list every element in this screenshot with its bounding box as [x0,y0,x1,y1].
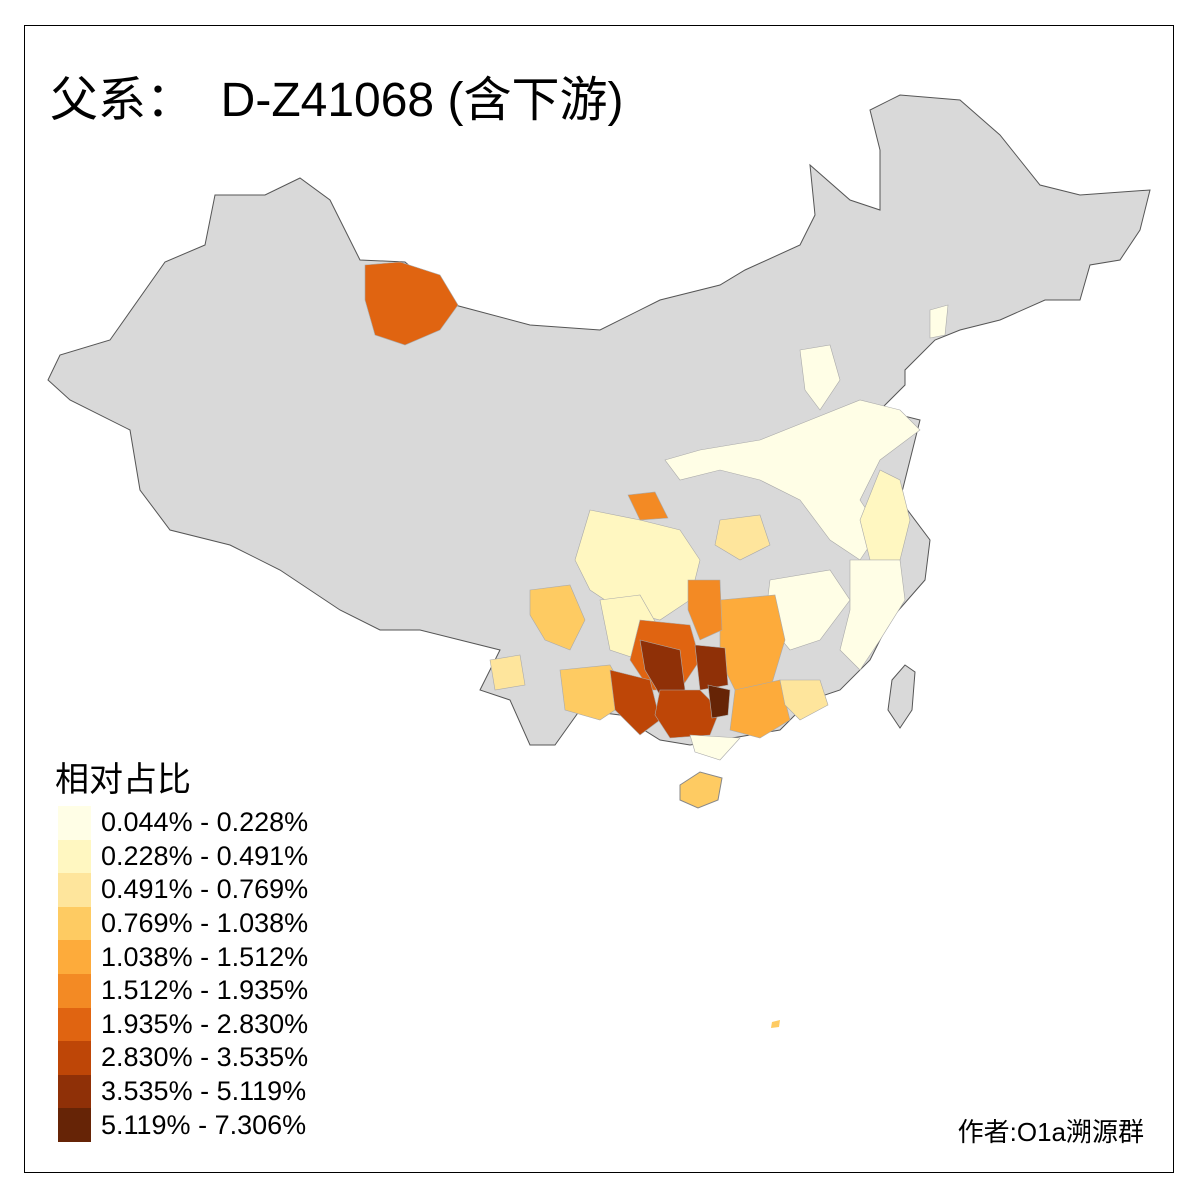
region-0 [839,559,906,671]
legend-swatch [58,973,91,1008]
region-2 [714,514,771,561]
legend-swatch [58,940,91,974]
figure-frame [24,25,1174,1173]
legend-swatch [58,806,91,840]
region-3 [529,584,586,651]
region-5 [627,491,669,521]
legend-item: 0.044% - 0.228% [58,806,308,840]
island-orange [771,1020,780,1028]
legend-item: 1.935% - 2.830% [58,1007,309,1042]
legend-swatch [58,839,91,874]
legend-item: 1.038% - 1.512% [58,940,308,974]
map-title: 父系： D-Z41068 (含下游) [50,74,624,127]
region-0 [689,734,741,761]
legend-swatch [58,1007,91,1042]
legend-item: 0.769% - 1.038% [58,906,309,941]
region-1 [574,509,701,621]
legend-label: 0.491% - 0.769% [101,874,309,905]
region-2 [489,654,526,691]
legend-item: 3.535% - 5.119% [58,1074,308,1109]
legend-item: 0.491% - 0.769% [58,873,308,907]
legend-swatch [58,1108,91,1142]
region-4 [729,679,791,739]
author-credit: 作者:O1a溯源群 [957,1117,1144,1147]
taiwan [887,664,916,729]
legend-label: 0.228% - 0.491% [101,840,309,871]
china-mainland [47,94,1151,746]
region-0 [929,304,949,339]
region-8 [694,644,729,691]
legend-label: 0.044% - 0.228% [101,807,309,838]
legend-item: 2.830% - 3.535% [58,1041,308,1075]
legend-label: 1.038% - 1.512% [101,941,309,972]
legend-label: 3.535% - 5.119% [101,1076,307,1107]
region-9 [707,684,731,719]
legend-label: 2.830% - 3.535% [101,1042,309,1073]
legend: 0.044% - 0.228% 0.228% - 0.491% 0.491% - 0… [58,806,308,1142]
region-7 [654,689,721,739]
region-5 [687,579,723,641]
legend-label: 1.512% - 1.935% [101,975,309,1006]
legend-swatch [58,1074,91,1109]
legend-swatch [58,1041,91,1075]
legend-label: 5.119% - 7.306% [101,1109,307,1140]
region-7 [609,669,661,736]
legend-swatch [58,873,91,907]
legend-title: 相对占比 [55,761,191,799]
region-0 [799,344,841,411]
legend-item: 1.512% - 1.935% [58,973,309,1008]
region-0 [664,399,921,561]
legend-swatch [58,906,91,941]
legend-label: 0.769% - 1.038% [101,908,309,939]
region-6 [364,261,459,346]
legend-item: 0.228% - 0.491% [58,839,309,874]
legend-label: 1.935% - 2.830% [101,1008,309,1039]
legend-item: 5.119% - 7.306% [58,1108,308,1142]
hainan [679,771,723,809]
region-2 [779,679,829,721]
